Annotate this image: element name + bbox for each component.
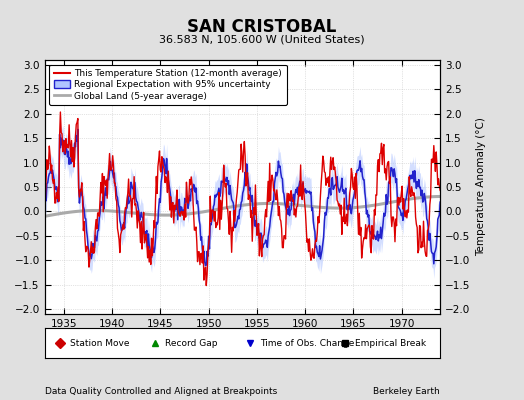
Legend: This Temperature Station (12-month average), Regional Expectation with 95% uncer: This Temperature Station (12-month avera…	[49, 64, 287, 105]
Y-axis label: Temperature Anomaly (°C): Temperature Anomaly (°C)	[476, 118, 486, 256]
Text: Berkeley Earth: Berkeley Earth	[374, 387, 440, 396]
Text: SAN CRISTOBAL: SAN CRISTOBAL	[187, 18, 337, 36]
Text: Station Move: Station Move	[70, 338, 130, 348]
Text: 36.583 N, 105.600 W (United States): 36.583 N, 105.600 W (United States)	[159, 34, 365, 44]
Text: Data Quality Controlled and Aligned at Breakpoints: Data Quality Controlled and Aligned at B…	[45, 387, 277, 396]
Text: Time of Obs. Change: Time of Obs. Change	[260, 338, 355, 348]
Text: Empirical Break: Empirical Break	[355, 338, 426, 348]
Text: Record Gap: Record Gap	[165, 338, 217, 348]
